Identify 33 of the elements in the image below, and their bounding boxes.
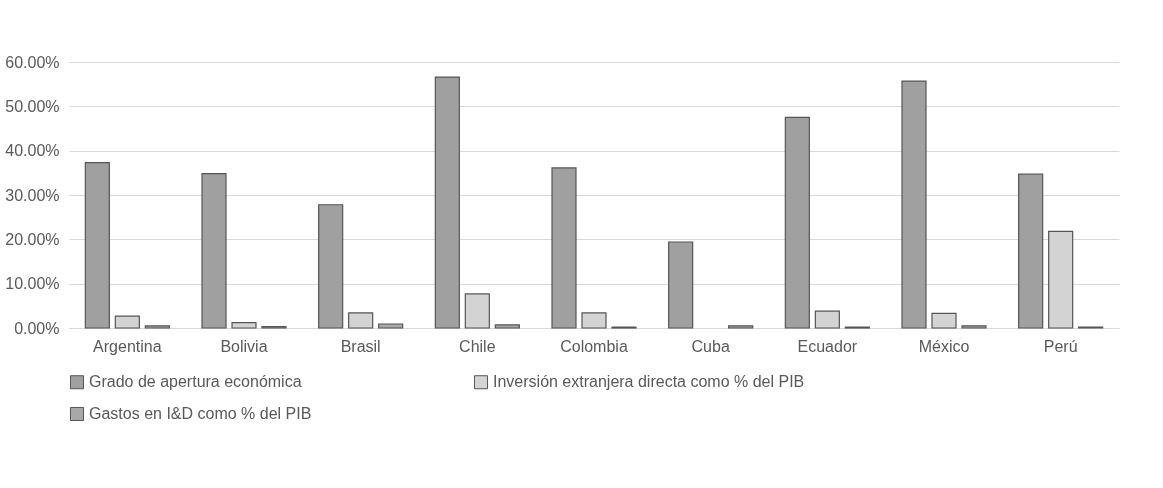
bar xyxy=(551,167,577,329)
x-tick-label: Brasil xyxy=(340,337,381,355)
y-tick-label: 20.00% xyxy=(5,230,60,248)
bar xyxy=(668,241,694,329)
bar xyxy=(494,324,520,329)
bar xyxy=(728,325,754,329)
bar xyxy=(84,162,110,329)
x-tick-label: Bolivia xyxy=(220,337,268,355)
x-tick-label: Argentina xyxy=(93,337,162,355)
y-tick-label: 30.00% xyxy=(5,186,60,204)
y-tick-label: 50.00% xyxy=(5,97,60,115)
legend-label: Gastos en I&D como % del PIB xyxy=(89,405,312,422)
y-tick-label: 0.00% xyxy=(14,319,60,337)
x-tick-label: México xyxy=(918,337,970,355)
bar xyxy=(901,80,927,329)
legend-label: Grado de apertura económica xyxy=(89,373,302,391)
bar xyxy=(318,204,344,329)
x-tick-label: Ecuador xyxy=(797,337,858,355)
y-tick-label: 60.00% xyxy=(5,53,60,71)
bar xyxy=(378,323,404,329)
bar xyxy=(784,116,810,329)
x-tick-label: Cuba xyxy=(691,337,730,355)
x-tick-label: Colombia xyxy=(560,337,628,355)
bar xyxy=(961,325,987,329)
bar xyxy=(144,325,170,329)
legend-label: Inversión extranjera directa como % del PIB xyxy=(493,373,805,391)
x-tick-label: Chile xyxy=(459,337,496,355)
bar xyxy=(201,173,227,329)
y-tick-label: 40.00% xyxy=(5,142,60,160)
y-tick-label: 10.00% xyxy=(5,275,60,293)
bar xyxy=(1018,173,1044,329)
x-tick-label: Perú xyxy=(1043,337,1078,355)
bar xyxy=(434,76,460,329)
